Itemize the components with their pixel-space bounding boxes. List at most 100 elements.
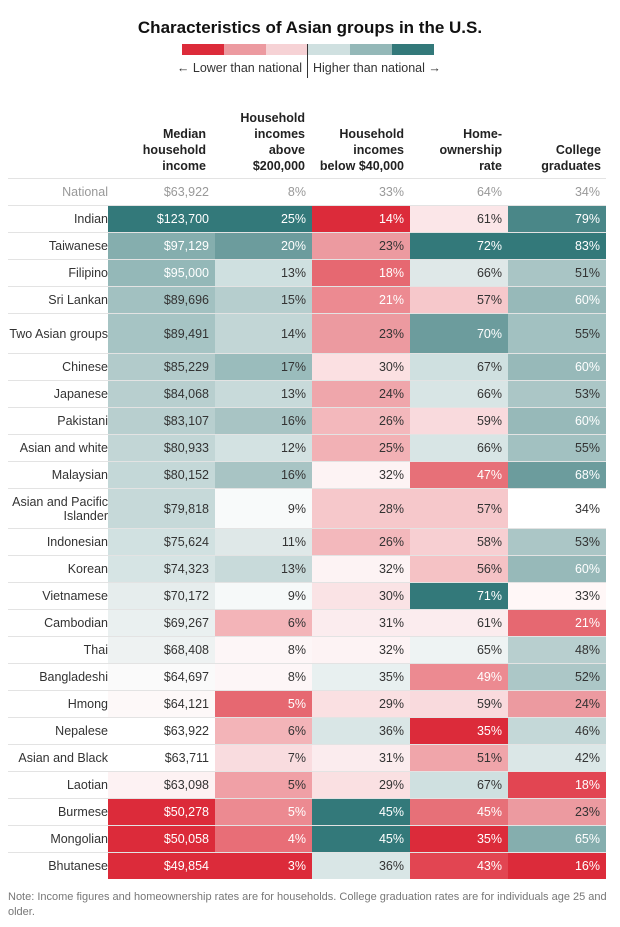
column-header-below-40k: Household incomes below $40,000 [319,127,404,173]
row-label: Indian [73,212,108,226]
row-label: Bhutanese [48,859,108,873]
table-cell: $89,491 [108,314,215,353]
table-row: Filipino $95,000 13% 18% 66% 51% [8,259,606,286]
row-label: Hmong [67,697,108,711]
table-row: Nepalese $63,922 6% 36% 35% 46% [8,717,606,744]
table-cell: 23% [312,314,410,353]
table-cell: 42% [508,745,606,771]
table-row: Bhutanese $49,854 3% 36% 43% 16% [8,852,606,879]
table-cell: $83,107 [108,408,215,434]
table-cell: $85,229 [108,354,215,380]
table-cell: 45% [312,799,410,825]
table-cell: 21% [312,287,410,313]
table-cell: 71% [410,583,508,609]
column-headers: Median household income Household income… [0,108,620,174]
row-label: Taiwanese [48,239,108,253]
table-cell: 35% [312,664,410,690]
table-cell: 30% [312,583,410,609]
table-row: Malaysian $80,152 16% 32% 47% 68% [8,461,606,488]
table-cell: 67% [410,354,508,380]
row-label: Asian and white [19,441,108,455]
legend-lower-label: ← Lower than national [176,61,302,75]
table-row: Burmese $50,278 5% 45% 45% 23% [8,798,606,825]
table-cell: 57% [410,489,508,528]
table-cell: 43% [410,853,508,879]
row-label: Pakistani [57,414,108,428]
table-row: Japanese $84,068 13% 24% 66% 53% [8,380,606,407]
legend-swatch [392,44,434,55]
row-label: National [62,185,108,199]
table-cell: 16% [215,462,312,488]
table-cell: 51% [508,260,606,286]
table-cell: $69,267 [108,610,215,636]
row-label: Malaysian [51,468,108,482]
row-label: Mongolian [50,832,108,846]
table-row: Asian and Pacific Islander $79,818 9% 28% 57… [8,488,606,528]
row-label: Burmese [57,805,108,819]
table-cell: 61% [410,206,508,232]
table-cell: $64,697 [108,664,215,690]
table-cell: 49% [410,664,508,690]
table-row: Chinese $85,229 17% 30% 67% 60% [8,353,606,380]
table-cell: 45% [312,826,410,852]
row-label: Sri Lankan [48,293,108,307]
table-cell: 36% [312,718,410,744]
table-cell: 13% [215,381,312,407]
table-cell: 23% [312,233,410,259]
legend-swatch [266,44,308,55]
table-cell: 6% [215,610,312,636]
table-cell: 65% [410,637,508,663]
table-cell: 68% [508,462,606,488]
table-row: Hmong $64,121 5% 29% 59% 24% [8,690,606,717]
table-cell: $80,933 [108,435,215,461]
table-cell: 9% [215,489,312,528]
table-cell: $68,408 [108,637,215,663]
legend-swatch [308,44,350,55]
table-cell: 8% [215,179,312,205]
table-cell: $70,172 [108,583,215,609]
table-cell: $63,711 [108,745,215,771]
table-cell: 8% [215,664,312,690]
table-cell: 67% [410,772,508,798]
table-cell: 58% [410,529,508,555]
table-cell: 79% [508,206,606,232]
row-label: Bangladeshi [39,670,108,684]
table-cell: 53% [508,381,606,407]
table-cell: $123,700 [108,206,215,232]
table-cell: 13% [215,556,312,582]
table-cell: $75,624 [108,529,215,555]
table-cell: $63,922 [108,718,215,744]
table-cell: $49,854 [108,853,215,879]
color-legend [182,44,434,55]
table-cell: 60% [508,556,606,582]
table-cell: 60% [508,287,606,313]
table-cell: 36% [312,853,410,879]
table-row: Indonesian $75,624 11% 26% 58% 53% [8,528,606,555]
row-label: Laotian [66,778,108,792]
table-cell: $63,922 [108,179,215,205]
table-cell: 4% [215,826,312,852]
table-cell: 48% [508,637,606,663]
legend-swatch [224,44,266,55]
table-row: Korean $74,323 13% 32% 56% 60% [8,555,606,582]
table-cell: 59% [410,691,508,717]
table-cell: $97,129 [108,233,215,259]
row-label: Japanese [53,387,108,401]
table-cell: 34% [508,179,606,205]
column-header-above-200k: Household incomes above $200,000 [240,111,305,173]
row-label: Asian and Black [18,751,108,765]
table-cell: 5% [215,691,312,717]
table-row: Indian $123,700 25% 14% 61% 79% [8,205,606,232]
table-cell: 46% [508,718,606,744]
table-cell: 8% [215,637,312,663]
table-row: Mongolian $50,058 4% 45% 35% 65% [8,825,606,852]
table-row: National $63,922 8% 33% 64% 34% [8,178,606,205]
table-cell: 6% [215,718,312,744]
table-cell: 16% [508,853,606,879]
table-row: Bangladeshi $64,697 8% 35% 49% 52% [8,663,606,690]
table-cell: 45% [410,799,508,825]
table-cell: 35% [410,718,508,744]
table-cell: 18% [508,772,606,798]
row-label: Nepalese [55,724,108,738]
table-cell: 66% [410,435,508,461]
